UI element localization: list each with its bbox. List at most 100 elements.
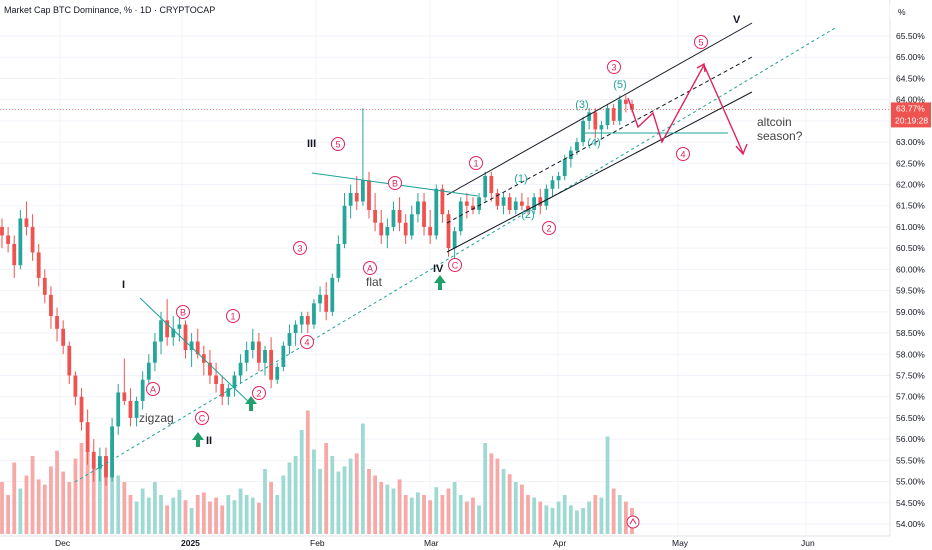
wave-label-IV: IV bbox=[433, 263, 444, 275]
volume-bar bbox=[587, 501, 592, 534]
candle-body bbox=[599, 125, 604, 130]
wave-label-circle bbox=[694, 35, 708, 49]
wave-label-circle bbox=[388, 176, 402, 190]
wave-label-2: 2 bbox=[546, 224, 551, 234]
candle-body bbox=[348, 193, 353, 206]
candle-body bbox=[556, 176, 561, 181]
candle-body bbox=[312, 303, 316, 325]
candle-body bbox=[538, 197, 543, 206]
y-tick-label: 59.00% bbox=[896, 307, 925, 317]
wave-label-3: 3 bbox=[611, 63, 616, 73]
wave-ii-trendline bbox=[139, 297, 253, 406]
candle-body bbox=[0, 226, 4, 236]
volume-bar bbox=[263, 469, 267, 534]
volume-bar bbox=[507, 474, 512, 534]
volume-bar bbox=[214, 497, 218, 534]
wave-label-circle bbox=[195, 411, 209, 425]
volume-bar bbox=[220, 505, 225, 534]
candle-body bbox=[189, 341, 194, 351]
candle-body bbox=[422, 201, 426, 227]
volume-bar bbox=[354, 453, 359, 534]
y-tick-label: 58.00% bbox=[896, 349, 925, 359]
volume-bar bbox=[195, 495, 200, 534]
volume-bar bbox=[305, 410, 310, 534]
candle-body bbox=[293, 324, 298, 334]
candle-body bbox=[165, 320, 170, 338]
y-tick-label: 65.50% bbox=[896, 31, 925, 41]
forecast-path bbox=[627, 64, 705, 144]
volume-bar bbox=[73, 458, 78, 534]
wave-label-C: C bbox=[452, 261, 459, 271]
annotation-zigzag: zigzag bbox=[139, 411, 174, 425]
wave-label-circle bbox=[469, 156, 483, 170]
wave-label-A: A bbox=[150, 385, 156, 395]
x-tick-label: Dec bbox=[55, 538, 71, 548]
unit-button[interactable]: % bbox=[890, 3, 930, 19]
volume-bar bbox=[183, 500, 188, 534]
candle-body bbox=[360, 180, 365, 202]
wave-label-C: C bbox=[199, 414, 206, 424]
wave-label-circle bbox=[331, 137, 345, 151]
wave-label-circle bbox=[146, 382, 160, 396]
candle-body bbox=[91, 451, 96, 469]
volume-bar bbox=[593, 495, 598, 534]
wave-label-1: 1 bbox=[230, 312, 235, 322]
annotation-season: season? bbox=[757, 129, 803, 143]
candle-body bbox=[630, 103, 634, 110]
volume-bar bbox=[483, 443, 488, 534]
y-tick-label: 55.50% bbox=[896, 455, 925, 465]
y-tick-label: 57.50% bbox=[896, 370, 925, 380]
volume-bar bbox=[226, 495, 231, 534]
volume-bar bbox=[409, 497, 414, 534]
volume-bar bbox=[208, 501, 212, 534]
candle-body bbox=[501, 197, 506, 206]
candle-body bbox=[385, 226, 390, 236]
wave-label-4: 4 bbox=[680, 150, 685, 160]
last-price-countdown: 20:19:28 bbox=[895, 115, 928, 125]
volume-bar bbox=[605, 436, 610, 534]
candle-body bbox=[214, 375, 218, 384]
candle-body bbox=[428, 226, 433, 236]
channel-upper bbox=[446, 22, 753, 196]
candles bbox=[0, 95, 634, 486]
volume-bar bbox=[520, 484, 524, 534]
wave-label-V: V bbox=[733, 14, 741, 26]
candle-body bbox=[263, 350, 267, 363]
volume-bar bbox=[562, 495, 567, 534]
y-tick-label: 58.50% bbox=[896, 328, 925, 338]
y-tick-label: 60.50% bbox=[896, 243, 925, 253]
x-tick-label: 2025 bbox=[181, 538, 200, 548]
volume-bar bbox=[464, 501, 469, 534]
candle-body bbox=[49, 294, 53, 317]
volume-bar bbox=[440, 495, 445, 534]
volume-bar bbox=[526, 495, 530, 534]
candle-body bbox=[458, 201, 463, 232]
candle-body bbox=[379, 222, 384, 236]
tradingview-logo-icon[interactable] bbox=[626, 515, 640, 529]
y-tick-label: 59.50% bbox=[896, 286, 925, 296]
volume-bar bbox=[12, 462, 17, 534]
volume-bar bbox=[287, 462, 292, 534]
volume-bar bbox=[30, 456, 35, 534]
candle-body bbox=[238, 362, 243, 376]
volume-bar bbox=[177, 489, 182, 534]
volume-bar bbox=[489, 453, 494, 534]
candle-body bbox=[299, 316, 304, 325]
volume-bar bbox=[244, 495, 249, 534]
candle-body bbox=[42, 277, 47, 295]
y-tick-label: 61.50% bbox=[896, 201, 925, 211]
volume-bar bbox=[0, 482, 4, 534]
candle-body bbox=[532, 197, 537, 210]
volume-bar bbox=[611, 488, 616, 534]
time-axis[interactable]: Dec 2025 Feb Mar Apr May Jun bbox=[0, 535, 890, 548]
price-axis[interactable]: 54.00% 54.50% 55.00% 55.50% 56.00% 56.50% 57.0… bbox=[889, 0, 932, 550]
wave-label-circle bbox=[226, 309, 240, 323]
candle-body bbox=[195, 341, 200, 355]
candle-body bbox=[177, 324, 182, 329]
volume-bar bbox=[232, 500, 237, 534]
candle-body bbox=[605, 108, 610, 126]
candle-body bbox=[575, 142, 579, 151]
analysis-drawings bbox=[74, 22, 836, 483]
candle-body bbox=[85, 422, 90, 452]
